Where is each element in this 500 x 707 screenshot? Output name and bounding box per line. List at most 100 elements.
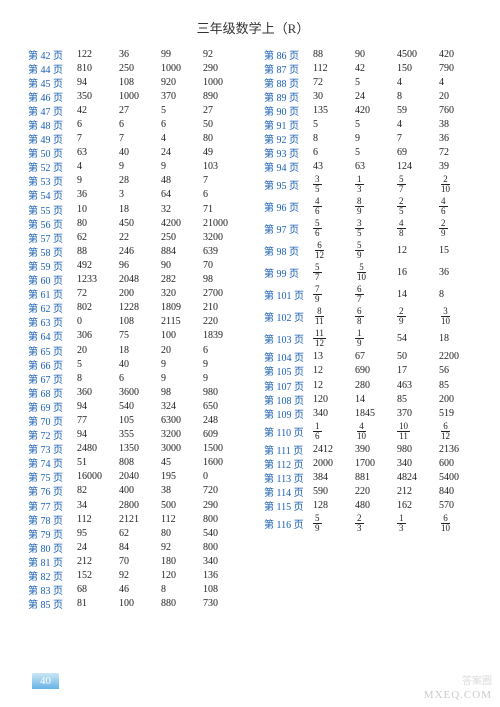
value-cell: 840 xyxy=(436,486,478,497)
value-cell: 46 xyxy=(310,197,352,216)
value-cell: 51 xyxy=(74,457,116,468)
value-cell: 9 xyxy=(158,359,200,370)
value-cell: 19 xyxy=(352,329,394,348)
value-cell: 75 xyxy=(116,330,158,341)
value-cell: 64 xyxy=(158,189,200,200)
table-row: 第 96 页46892546 xyxy=(264,196,478,218)
value-cell: 72 xyxy=(74,288,116,299)
value-cell: 609 xyxy=(200,429,242,440)
page-ref-label: 第 94 页 xyxy=(264,159,310,174)
value-cell: 62 xyxy=(74,232,116,243)
value-cell: 340 xyxy=(310,408,352,419)
value-cell: 150 xyxy=(394,63,436,74)
table-row: 第 50 页63402449 xyxy=(28,146,242,160)
value-cell: 88 xyxy=(310,49,352,60)
value-cell: 8 xyxy=(310,133,352,144)
page-ref-label: 第 70 页 xyxy=(28,413,74,428)
value-cell: 320 xyxy=(158,288,200,299)
page-ref-label: 第 48 页 xyxy=(28,117,74,132)
table-row: 第 62 页80212281809210 xyxy=(28,301,242,315)
value-cell: 43 xyxy=(310,161,352,172)
table-row: 第 60 页1233204828298 xyxy=(28,273,242,287)
value-cell: 650 xyxy=(200,401,242,412)
value-cell: 6 xyxy=(200,189,242,200)
value-cell: 600 xyxy=(436,458,478,469)
value-cell: 20 xyxy=(158,345,200,356)
value-cell: 180 xyxy=(158,556,200,567)
table-row: 第 42 页122369992 xyxy=(28,47,242,61)
value-cell: 810 xyxy=(74,63,116,74)
value-cell: 220 xyxy=(200,316,242,327)
value-cell: 324 xyxy=(158,401,200,412)
value-cell: 28 xyxy=(116,175,158,186)
value-cell: 519 xyxy=(436,408,478,419)
table-row: 第 61 页722003202700 xyxy=(28,287,242,301)
value-cell: 56 xyxy=(436,365,478,376)
value-cell: 29 xyxy=(394,307,436,326)
value-cell: 14 xyxy=(394,289,436,300)
value-cell: 310 xyxy=(436,307,478,326)
value-cell: 20 xyxy=(74,345,116,356)
page-ref-label: 第 65 页 xyxy=(28,343,74,358)
value-cell: 79 xyxy=(310,285,352,304)
watermark-main: MXEQ.COM xyxy=(424,689,492,701)
page-ref-label: 第 116 页 xyxy=(264,516,310,531)
left-column: 第 42 页122369992第 44 页8102501000290第 45 页… xyxy=(28,47,242,611)
value-cell: 5 xyxy=(352,77,394,88)
page-ref-label: 第 82 页 xyxy=(28,568,74,583)
value-cell: 410 xyxy=(352,422,394,441)
value-cell: 720 xyxy=(200,485,242,496)
value-cell: 49 xyxy=(200,147,242,158)
table-row: 第 109 页3401845370519 xyxy=(264,406,478,420)
value-cell: 38 xyxy=(436,119,478,130)
value-cell: 610 xyxy=(436,514,478,533)
value-cell: 212 xyxy=(74,556,116,567)
table-row: 第 55 页10183271 xyxy=(28,202,242,216)
value-cell: 36 xyxy=(74,189,116,200)
page-ref-label: 第 59 页 xyxy=(28,258,74,273)
table-row: 第 75 页1600020401950 xyxy=(28,470,242,484)
value-cell: 56 xyxy=(310,219,352,238)
page-ref-label: 第 83 页 xyxy=(28,582,74,597)
value-cell: 246 xyxy=(116,246,158,257)
value-cell: 98 xyxy=(200,274,242,285)
value-cell: 92 xyxy=(158,542,200,553)
table-row: 第 48 页66650 xyxy=(28,117,242,131)
value-cell: 20 xyxy=(436,91,478,102)
value-cell: 95 xyxy=(74,528,116,539)
value-cell: 72 xyxy=(310,77,352,88)
page-ref-label: 第 54 页 xyxy=(28,187,74,202)
value-cell: 4200 xyxy=(158,218,200,229)
table-row: 第 113 页38488148245400 xyxy=(264,471,478,485)
value-cell: 59 xyxy=(310,514,352,533)
value-cell: 3000 xyxy=(158,443,200,454)
page-ref-label: 第 68 页 xyxy=(28,385,74,400)
value-cell: 90 xyxy=(352,49,394,60)
value-cell: 8 xyxy=(394,91,436,102)
value-cell: 59 xyxy=(352,241,394,260)
value-cell: 220 xyxy=(352,486,394,497)
table-row: 第 108 页1201485200 xyxy=(264,392,478,406)
value-cell: 5 xyxy=(74,359,116,370)
value-cell: 94 xyxy=(74,401,116,412)
table-row: 第 85 页81100880730 xyxy=(28,597,242,611)
table-row: 第 64 页306751001839 xyxy=(28,329,242,343)
table-row: 第 107 页1228046385 xyxy=(264,378,478,392)
page-ref-label: 第 78 页 xyxy=(28,512,74,527)
value-cell: 70 xyxy=(116,556,158,567)
value-cell: 103 xyxy=(200,161,242,172)
value-cell: 72 xyxy=(436,147,478,158)
value-cell: 2121 xyxy=(116,514,158,525)
value-cell: 63 xyxy=(352,161,394,172)
table-row: 第 91 页55438 xyxy=(264,117,478,131)
page-ref-label: 第 86 页 xyxy=(264,47,310,62)
value-cell: 4 xyxy=(158,133,200,144)
table-row: 第 70 页771056300248 xyxy=(28,413,242,427)
value-cell: 355 xyxy=(116,429,158,440)
value-cell: 920 xyxy=(158,77,200,88)
value-cell: 80 xyxy=(158,528,200,539)
page-ref-label: 第 107 页 xyxy=(264,378,310,393)
value-cell: 45 xyxy=(158,457,200,468)
table-row: 第 45 页941089201000 xyxy=(28,75,242,89)
value-cell: 808 xyxy=(116,457,158,468)
